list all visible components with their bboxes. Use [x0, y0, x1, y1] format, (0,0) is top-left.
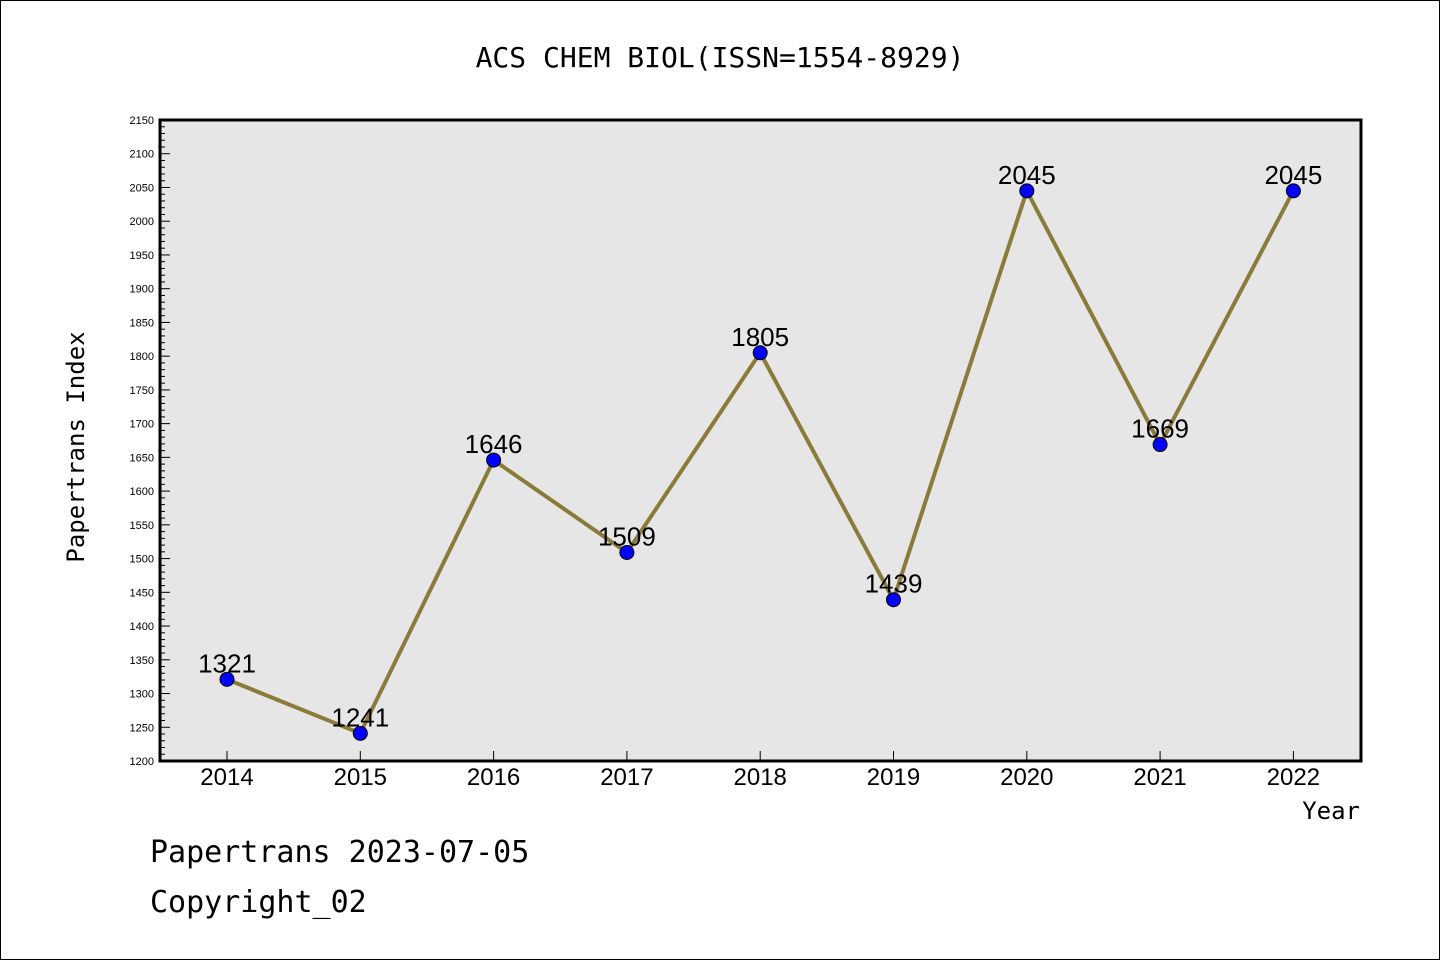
- data-point: [1019, 183, 1035, 199]
- y-tick-label: 1750: [130, 385, 154, 397]
- data-point: [619, 545, 635, 561]
- y-tick-label: 1650: [130, 452, 154, 464]
- y-tick-label: 1950: [130, 250, 154, 262]
- x-tick-label: 2022: [1267, 764, 1320, 791]
- y-tick-label: 1850: [130, 317, 154, 329]
- data-point: [752, 345, 768, 361]
- series-markers: [219, 183, 1301, 741]
- x-tick-label: 2017: [600, 764, 653, 791]
- data-labels: 1321 1241 1646 1509 1805 1439 2045 1669 2045: [198, 160, 1322, 732]
- y-tick-label: 1450: [130, 587, 154, 599]
- data-label: 1646: [465, 429, 523, 459]
- x-tick-label: 2014: [200, 764, 253, 791]
- data-point: [352, 725, 368, 741]
- x-axis-title: Year: [1302, 797, 1360, 825]
- y-tick-label: 1700: [130, 419, 154, 431]
- data-label: 1321: [198, 648, 256, 678]
- y-tick-label: 1550: [130, 520, 154, 532]
- y-tick-label: 1600: [130, 486, 154, 498]
- footer-date: Papertrans 2023-07-05: [150, 835, 530, 870]
- x-tick-label: 2021: [1133, 764, 1186, 791]
- y-tick-label: 1500: [130, 554, 154, 566]
- y-tick-label: 1900: [130, 284, 154, 296]
- plot-border: [158, 118, 1363, 763]
- y-axis: 1200 1250 1300 1350 1400 1450 1500 1550 1600 1650…: [130, 115, 170, 768]
- data-label: 1669: [1131, 414, 1189, 444]
- y-axis-title: Papertrans Index: [62, 331, 90, 562]
- data-point: [219, 671, 235, 687]
- x-tick-label: 2018: [734, 764, 787, 791]
- y-tick-label: 2000: [130, 216, 154, 228]
- data-label: 1509: [598, 522, 656, 552]
- chart-title: ACS CHEM BIOL(ISSN=1554-8929): [476, 41, 965, 74]
- data-point: [486, 452, 502, 468]
- data-point: [886, 592, 901, 608]
- x-tick-label: 2016: [467, 764, 520, 791]
- data-label: 1241: [331, 702, 389, 732]
- y-tick-label: 2150: [130, 115, 154, 127]
- y-tick-label: 1400: [130, 621, 154, 633]
- data-label: 2045: [1264, 160, 1322, 190]
- y-tick-label: 1300: [130, 689, 154, 701]
- data-point: [1285, 183, 1301, 199]
- y-tick-label: 1350: [130, 655, 154, 667]
- y-tick-label: 2050: [130, 182, 154, 194]
- data-label: 1439: [865, 569, 923, 599]
- data-label: 1805: [731, 322, 789, 352]
- x-tick-label: 2015: [334, 764, 387, 791]
- footer-copyright: Copyright_02: [150, 885, 367, 920]
- data-label: 2045: [998, 160, 1056, 190]
- y-tick-label: 1200: [130, 756, 154, 768]
- x-tick-label: 2020: [1000, 764, 1053, 791]
- y-tick-label: 1250: [130, 722, 154, 734]
- x-axis: 2014 2015 2016 2017 2018 2019 2020 2021 2022: [200, 751, 1320, 791]
- y-tick-label: 1800: [130, 351, 154, 363]
- data-point: [1152, 437, 1168, 453]
- y-tick-label: 2100: [130, 149, 154, 161]
- x-tick-label: 2019: [867, 764, 920, 791]
